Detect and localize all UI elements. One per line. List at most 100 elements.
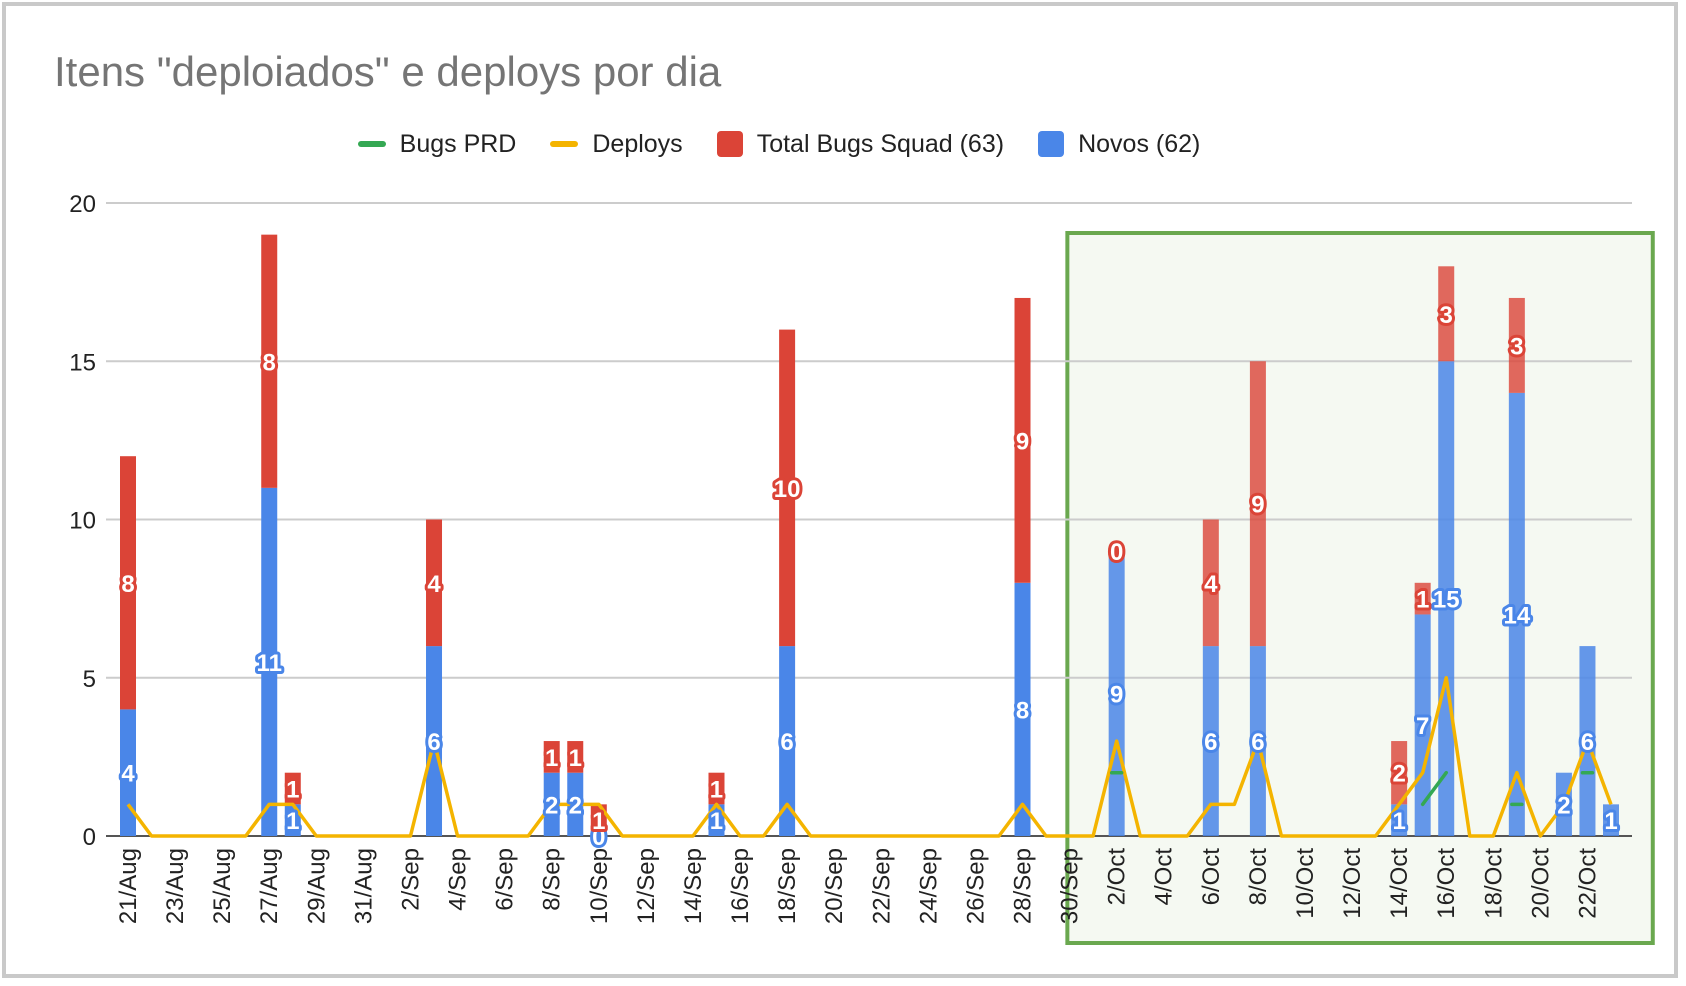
legend-label-total-bugs-squad: Total Bugs Squad (63) bbox=[756, 129, 1005, 158]
bar-novos bbox=[1202, 646, 1219, 836]
data-label-total-bugs-squad: 1 bbox=[286, 777, 299, 804]
line-bugs-prd bbox=[1420, 770, 1448, 807]
data-label-novos: 6 bbox=[780, 729, 793, 756]
x-tick-label: 6/Sep bbox=[492, 848, 519, 911]
x-tick-label: 10/Oct bbox=[1292, 848, 1319, 919]
x-tick-label: 22/Oct bbox=[1574, 848, 1601, 919]
data-label-novos: 2 bbox=[1557, 792, 1570, 819]
data-label-novos: 6 bbox=[1251, 729, 1264, 756]
data-label-total-bugs-squad: 8 bbox=[263, 349, 276, 376]
x-tick-label: 30/Sep bbox=[1057, 848, 1084, 924]
x-tick-label: 4/Sep bbox=[445, 848, 472, 911]
bar-novos bbox=[261, 487, 278, 836]
y-tick-label: 10 bbox=[69, 508, 96, 535]
legend-label-novos: Novos (62) bbox=[1078, 129, 1201, 158]
x-tick-label: 8/Oct bbox=[1245, 848, 1272, 906]
bar-total-bugs-squad bbox=[1249, 361, 1266, 647]
bar-total-bugs-squad bbox=[261, 234, 278, 488]
x-tick-label: 16/Oct bbox=[1433, 848, 1460, 919]
data-label-novos: 2 bbox=[569, 792, 582, 819]
bar-total-bugs-squad bbox=[120, 456, 136, 710]
x-tick-label: 28/Sep bbox=[1010, 848, 1037, 924]
y-tick-label: 15 bbox=[69, 349, 96, 376]
data-label-total-bugs-squad: 0 bbox=[1110, 539, 1123, 566]
data-label-total-bugs-squad: 4 bbox=[427, 571, 441, 598]
data-label-total-bugs-squad: 8 bbox=[121, 571, 134, 598]
data-label-novos: 1 bbox=[286, 808, 299, 835]
data-label-novos: 1 bbox=[1392, 808, 1405, 835]
x-tick-label: 18/Oct bbox=[1480, 848, 1507, 919]
x-tick-label: 8/Sep bbox=[539, 848, 566, 911]
legend: Bugs PRD Deploys Total Bugs Squad (63) N… bbox=[0, 126, 1686, 162]
data-label-total-bugs-squad: 3 bbox=[1510, 333, 1523, 360]
x-tick-label: 25/Aug bbox=[209, 848, 236, 924]
data-label-novos: 9 bbox=[1110, 682, 1123, 709]
legend-item-total-bugs-squad: Total Bugs Squad (63) bbox=[716, 129, 1005, 159]
data-label-novos: 6 bbox=[427, 729, 440, 756]
data-label-novos: 1 bbox=[710, 808, 723, 835]
data-label-total-bugs-squad: 4 bbox=[1204, 571, 1218, 598]
bar-total-bugs-squad bbox=[1202, 519, 1219, 647]
x-tick-label: 18/Sep bbox=[774, 848, 801, 924]
data-label-novos: 1 bbox=[1604, 808, 1617, 835]
highlight-region bbox=[1065, 231, 1655, 945]
legend-swatch-deploys bbox=[550, 141, 579, 147]
legend-swatch-bugs-prd bbox=[357, 141, 386, 147]
bar-total-bugs-squad bbox=[1508, 297, 1525, 393]
data-label-total-bugs-squad: 9 bbox=[1016, 428, 1029, 455]
x-tick-label: 26/Sep bbox=[962, 848, 989, 924]
x-tick-label: 14/Sep bbox=[680, 848, 707, 924]
data-label-total-bugs-squad: 1 bbox=[592, 808, 605, 835]
x-tick-label: 31/Aug bbox=[350, 848, 377, 924]
y-tick-label: 5 bbox=[83, 666, 96, 693]
data-label-novos: 6 bbox=[1581, 729, 1594, 756]
x-tick-label: 22/Sep bbox=[868, 848, 895, 924]
data-label-total-bugs-squad: 1 bbox=[1416, 587, 1429, 614]
y-tick-label: 0 bbox=[83, 824, 96, 851]
data-label-total-bugs-squad: 1 bbox=[569, 745, 582, 772]
x-tick-label: 16/Sep bbox=[727, 848, 754, 924]
bar-novos bbox=[1438, 361, 1455, 836]
data-label-novos: 7 bbox=[1416, 713, 1429, 740]
data-label-novos: 8 bbox=[1016, 697, 1029, 724]
x-tick-label: 29/Aug bbox=[303, 848, 330, 924]
x-tick-label: 6/Oct bbox=[1198, 848, 1225, 906]
bar-novos bbox=[1014, 582, 1031, 836]
data-label-total-bugs-squad: 3 bbox=[1440, 302, 1453, 329]
legend-item-novos: Novos (62) bbox=[1038, 130, 1200, 159]
x-tick-label: 20/Oct bbox=[1527, 848, 1554, 919]
x-tick-label: 12/Sep bbox=[633, 848, 660, 924]
data-label-novos: 14 bbox=[1503, 602, 1530, 629]
bar-total-bugs-squad bbox=[543, 741, 560, 773]
x-tick-label: 23/Aug bbox=[162, 848, 189, 924]
bar-total-bugs-squad bbox=[708, 772, 725, 805]
data-label-total-bugs-squad: 10 bbox=[774, 476, 801, 503]
chart-title: Itens "deploiados" e deploys por dia bbox=[54, 48, 722, 95]
x-tick-label: 24/Sep bbox=[915, 848, 942, 924]
bar-novos bbox=[1603, 804, 1619, 836]
legend-swatch-total-bugs-squad bbox=[716, 131, 743, 157]
bar-novos bbox=[1508, 392, 1525, 836]
x-tick-label: 21/Aug bbox=[115, 848, 142, 924]
x-tick-label: 20/Sep bbox=[821, 848, 848, 924]
bar-total-bugs-squad bbox=[1438, 266, 1455, 362]
data-label-novos: 15 bbox=[1433, 587, 1460, 614]
data-label-novos: 11 bbox=[257, 650, 282, 677]
bar-novos bbox=[120, 709, 136, 836]
data-label-novos: 4 bbox=[121, 761, 135, 788]
x-tick-label: 12/Oct bbox=[1339, 848, 1366, 919]
data-label-total-bugs-squad: 1 bbox=[710, 777, 723, 804]
x-tick-label: 27/Aug bbox=[256, 848, 283, 924]
x-tick-label: 10/Sep bbox=[586, 848, 613, 924]
bar-novos bbox=[779, 646, 796, 836]
x-tick-label: 4/Oct bbox=[1151, 848, 1178, 906]
x-tick-label: 2/Oct bbox=[1104, 848, 1131, 906]
data-label-total-bugs-squad: 1 bbox=[545, 745, 558, 772]
bar-total-bugs-squad bbox=[779, 329, 796, 647]
data-label-novos: 6 bbox=[1204, 729, 1217, 756]
bar-total-bugs-squad bbox=[1391, 741, 1408, 805]
bar-total-bugs-squad bbox=[1414, 582, 1431, 615]
bar-total-bugs-squad bbox=[567, 741, 584, 773]
legend-swatch-novos bbox=[1038, 131, 1065, 157]
